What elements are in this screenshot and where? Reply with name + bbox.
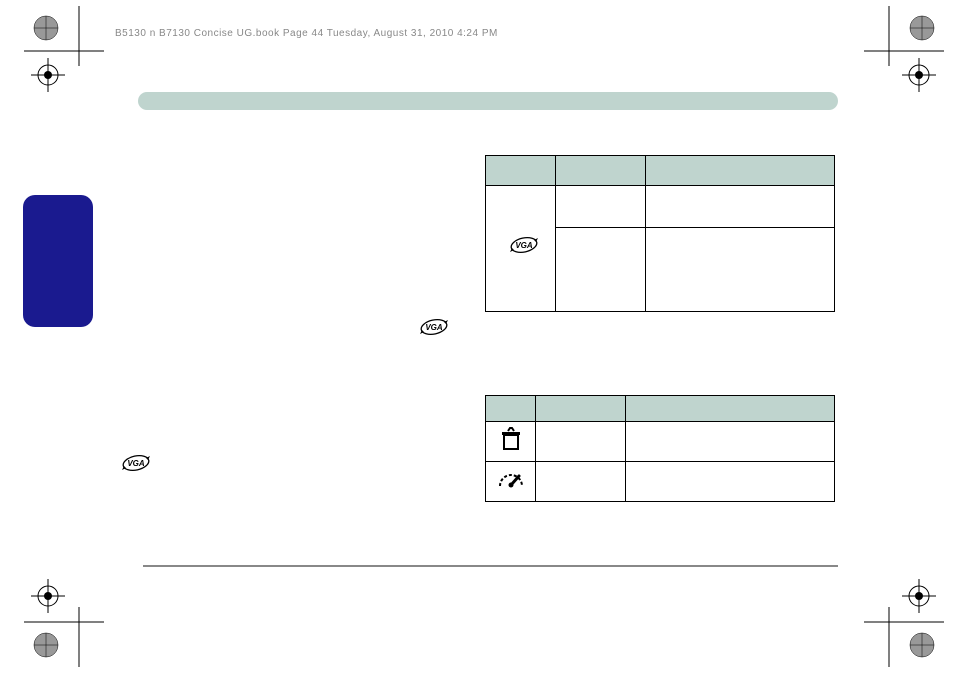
table-cell	[536, 462, 626, 502]
vga-icon	[122, 454, 150, 477]
vga-info-table	[485, 155, 835, 312]
table-header	[486, 396, 536, 422]
table-header	[646, 156, 835, 186]
table-header	[486, 156, 556, 186]
footer-divider	[143, 565, 838, 567]
table-cell	[626, 422, 835, 462]
crop-target-left-upper	[31, 58, 65, 92]
crop-target-left-lower	[31, 579, 65, 613]
trash-compact-icon	[499, 438, 523, 455]
crop-mark-bottom-left	[24, 607, 104, 667]
table-cell	[556, 186, 646, 228]
vga-icon	[510, 243, 540, 260]
page-header-text: B5130 n B7130 Concise UG.book Page 44 Tu…	[115, 28, 498, 39]
section-title-bar	[138, 92, 838, 110]
table-cell-icon	[486, 462, 536, 502]
crop-target-right-upper	[902, 58, 936, 92]
table-header	[626, 396, 835, 422]
table-cell	[556, 228, 646, 312]
crop-mark-bottom-right	[864, 607, 944, 667]
crop-mark-top-left	[24, 6, 104, 66]
table-cell	[626, 462, 835, 502]
controls-table	[485, 395, 835, 502]
table-cell	[646, 228, 835, 312]
gauge-icon	[497, 477, 525, 494]
crop-target-right-lower	[902, 579, 936, 613]
side-tab	[23, 195, 93, 327]
table-cell-icon	[486, 422, 536, 462]
vga-icon	[420, 318, 448, 341]
table-cell	[646, 186, 835, 228]
table-cell-icon	[486, 186, 556, 312]
table-header	[536, 396, 626, 422]
table-header	[556, 156, 646, 186]
table-cell	[536, 422, 626, 462]
crop-mark-top-right	[864, 6, 944, 66]
